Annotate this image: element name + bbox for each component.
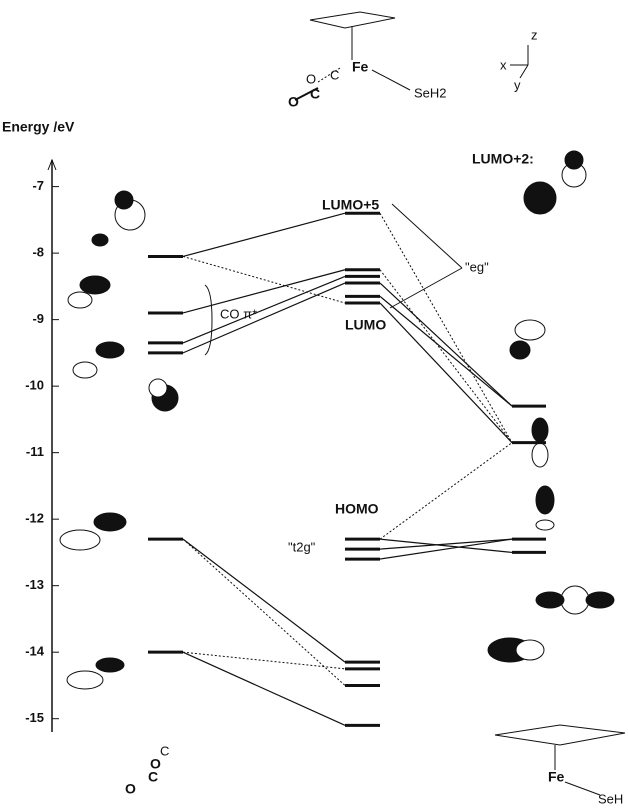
correlation-line [183,539,345,662]
correlation-line [380,539,512,559]
label: Fe [352,59,369,75]
correlation-line [380,270,512,443]
y-tick-label: -14 [25,644,45,659]
label: CO π* [220,306,257,321]
arrow [392,204,462,268]
label: O [125,781,136,797]
label: C [160,743,169,758]
label: C [330,67,339,82]
ring [310,12,395,28]
label: z [531,27,538,42]
mo-diagram: Fe SeH2 O C C O z x y Energy /eV LUMO+5 … [0,0,628,806]
label: "eg" [465,259,489,274]
ring [495,725,625,745]
y-tick-label: -7 [32,178,44,193]
level-label: HOMO [335,501,379,517]
correlation-line [380,283,512,406]
brace [205,285,212,355]
label: SeH [598,791,623,806]
correlation-line [183,276,345,343]
y-tick-label: -13 [25,577,44,592]
y-tick-label: -12 [25,511,44,526]
correlation-line [183,213,345,256]
label: "t2g" [288,539,316,554]
label: LUMO+2: [472,151,534,167]
y-tick-label: -15 [25,710,44,725]
level-label: LUMO [345,317,386,333]
label: SeH2 [414,85,447,100]
label: O [288,94,299,110]
y-tick-label: -10 [25,378,44,393]
axis-arrow [520,65,528,78]
level-label: LUMO+5 [322,197,379,213]
correlation-line [183,270,345,313]
bond [565,782,600,795]
y-tick-label: -9 [32,311,44,326]
label: x [500,57,507,72]
correlation-line [380,443,512,539]
label: Fe [548,769,565,785]
label: O [306,71,316,86]
label: C [148,769,158,785]
bond [372,70,410,90]
correlation-line [380,296,512,406]
y-tick-label: -8 [32,245,44,260]
y-tick-label: -11 [26,444,44,459]
correlation-line [183,283,345,353]
correlation-line [380,303,512,443]
label: C [310,86,320,102]
correlation-line [183,652,345,669]
correlation-line [183,256,345,303]
correlation-line [380,213,512,442]
label: y [514,77,521,92]
axis-title: Energy /eV [2,119,75,135]
orbitals [60,151,614,689]
